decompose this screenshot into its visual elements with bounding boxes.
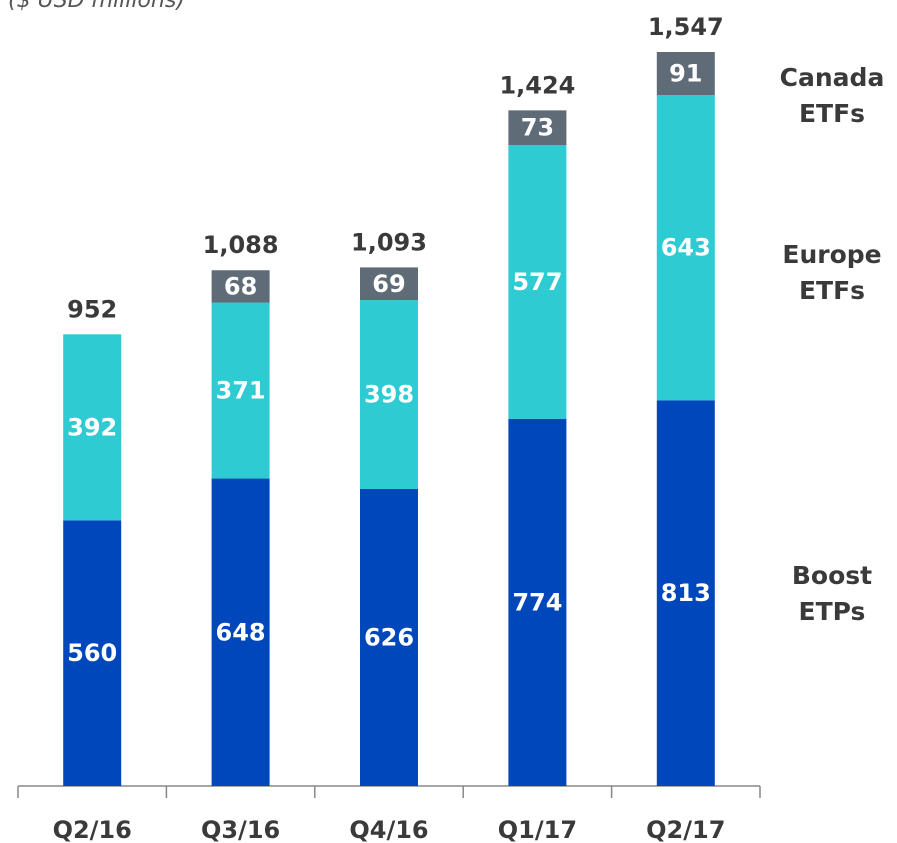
value-label: 643: [661, 234, 711, 262]
value-label: 774: [512, 588, 562, 616]
value-label: 626: [364, 623, 414, 651]
value-label: 560: [67, 639, 117, 667]
bar-segment: [656, 52, 715, 96]
value-label: 69: [372, 270, 405, 298]
value-label: 392: [67, 413, 117, 441]
bar-segment: [211, 302, 270, 479]
value-label: 91: [669, 60, 702, 88]
subtitle: ($ USD millions): [8, 0, 185, 13]
value-label: 73: [521, 114, 554, 142]
bar-segment: [508, 110, 567, 145]
legend-label: Canada ETFs: [779, 63, 885, 128]
value-label: 68: [224, 272, 257, 300]
bar-segment: [508, 418, 567, 786]
x-tick-label: Q3/16: [201, 816, 280, 843]
bar-segment: [211, 478, 270, 786]
value-label: 371: [216, 377, 266, 405]
bar-segment: [63, 334, 122, 521]
bar-segment: [211, 270, 270, 303]
x-tick-label: Q2/16: [53, 816, 132, 843]
value-label: 398: [364, 381, 414, 409]
x-tick-label: Q4/16: [349, 816, 428, 843]
value-label: 648: [216, 618, 266, 646]
bar-segment: [508, 144, 567, 419]
x-tick-label: Q2/17: [646, 816, 725, 843]
total-label: 1,424: [499, 71, 575, 99]
x-tick-label: Q1/17: [498, 816, 577, 843]
total-label: 1,088: [203, 231, 279, 259]
legend-label: Boost ETPs: [791, 561, 873, 626]
total-label: 1,093: [351, 228, 427, 256]
bar-segment: [656, 95, 715, 401]
bar-segment: [63, 520, 122, 786]
legend-label: Europe ETFs: [782, 240, 882, 305]
bar-segment: [360, 267, 418, 301]
value-label: 813: [661, 579, 711, 607]
bar-segment: [360, 300, 418, 489]
bar-segment: [360, 488, 418, 786]
value-label: 577: [512, 268, 562, 296]
total-label: 952: [67, 295, 117, 323]
bar-segment: [656, 400, 715, 786]
total-label: 1,547: [648, 13, 724, 41]
